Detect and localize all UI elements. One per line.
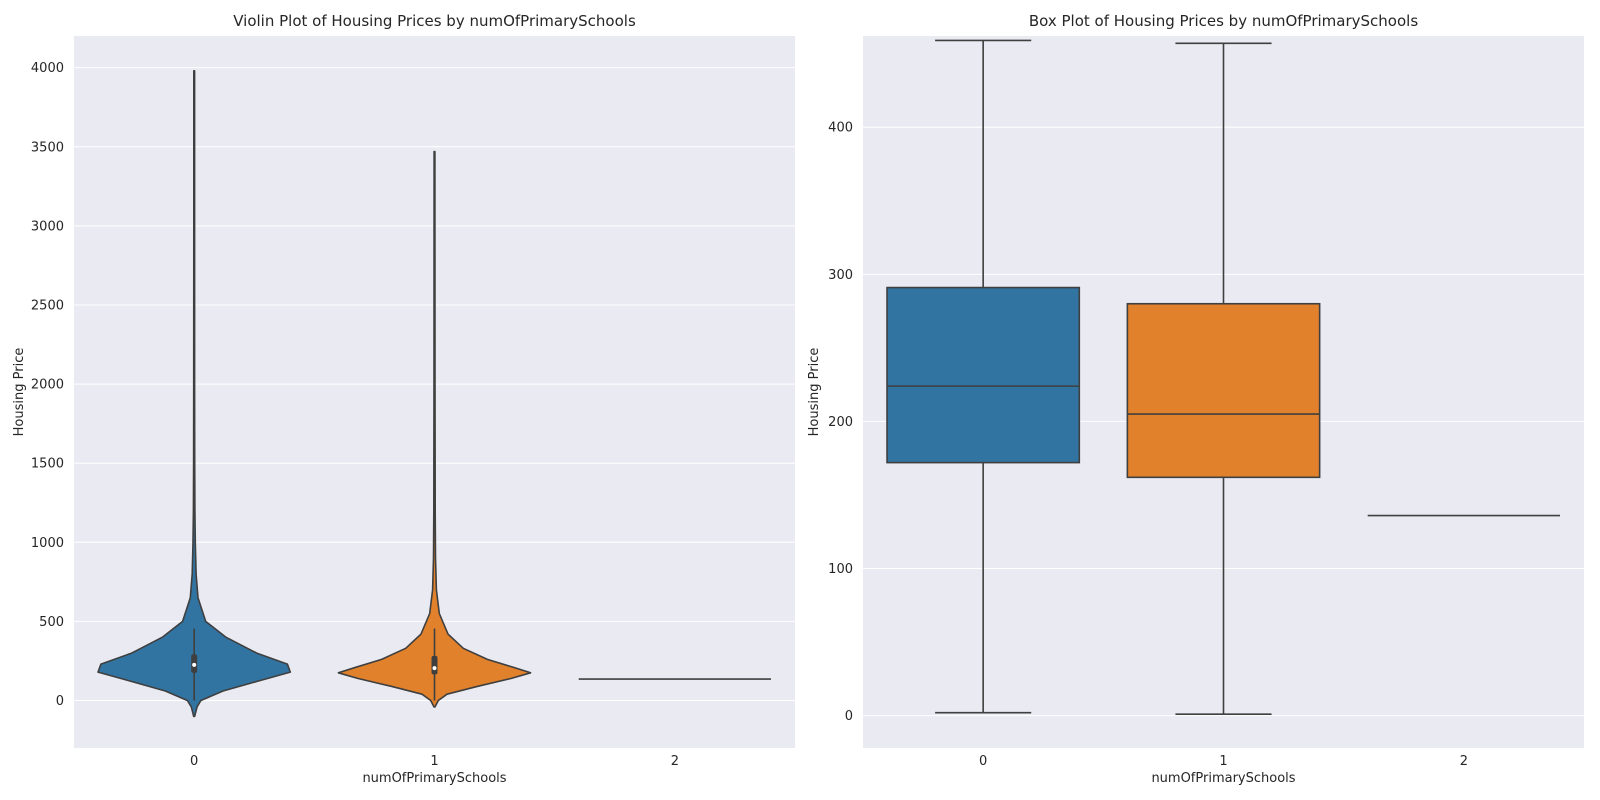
y-tick-label: 2500 [31,298,64,313]
box-x-axis-label: numOfPrimarySchools [1151,771,1295,786]
violin-x-axis-label: numOfPrimarySchools [362,771,506,786]
violin-median-dot [432,666,437,671]
box-chart-title: Box Plot of Housing Prices by numOfPrima… [1029,12,1418,30]
y-tick-label: 100 [828,562,853,577]
y-tick-label: 400 [828,121,853,136]
violin-body [337,150,532,708]
x-tick-label: 2 [671,754,679,769]
y-tick-label: 500 [39,615,64,630]
y-tick-label: 200 [828,415,853,430]
violin-x-tick-labels: 0 1 2 [190,754,679,769]
y-tick-label: 0 [845,709,853,724]
violin-body [97,70,292,718]
violin-median-dot [192,662,197,667]
x-tick-label: 1 [430,754,438,769]
box-y-axis-label: Housing Price [807,348,822,437]
violin-marks [97,70,771,718]
violin-y-axis-label: Housing Price [12,348,27,437]
violin-plot-panel: Violin Plot of Housing Prices by numOfPr… [12,12,795,786]
violin-y-tick-labels: 0 500 1000 1500 2000 2500 3000 3500 4000 [31,61,64,709]
box-y-tick-labels: 0 100 200 300 400 [828,121,853,724]
violin-chart-title: Violin Plot of Housing Prices by numOfPr… [233,12,636,30]
y-tick-label: 2000 [31,378,64,393]
x-tick-label: 0 [979,754,987,769]
y-tick-label: 4000 [31,61,64,76]
violin-iqr-bar [431,655,438,675]
box-marks [886,39,1560,715]
box-iqr [886,286,1081,464]
box-plot-panel: Box Plot of Housing Prices by numOfPrima… [807,12,1584,786]
y-tick-label: 1000 [31,536,64,551]
box-x-tick-labels: 0 1 2 [979,754,1468,769]
box-iqr [1126,302,1321,479]
y-tick-label: 300 [828,268,853,283]
x-tick-label: 0 [190,754,198,769]
y-tick-label: 3500 [31,140,64,155]
y-tick-label: 0 [56,694,64,709]
y-tick-label: 3000 [31,219,64,234]
x-tick-label: 1 [1219,754,1227,769]
y-tick-label: 1500 [31,457,64,472]
x-tick-label: 2 [1460,754,1468,769]
